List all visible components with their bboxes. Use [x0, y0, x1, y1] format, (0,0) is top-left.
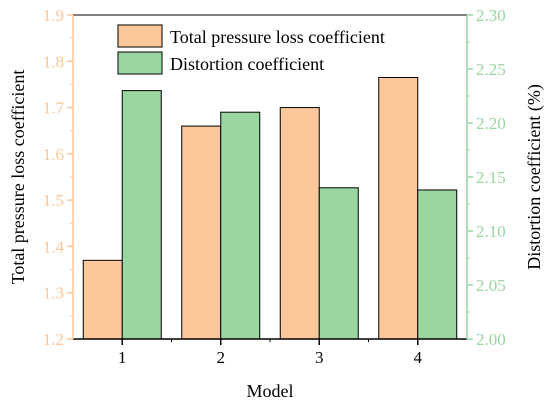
legend-swatch-distortion	[117, 51, 163, 75]
bar-total-pressure-loss-model-2	[181, 125, 222, 340]
right-y-axis-title: Distortion coefficient (%)	[524, 84, 545, 270]
bar-distortion-model-4	[417, 189, 458, 340]
legend-label-distortion: Distortion coefficient	[170, 54, 324, 74]
bar-total-pressure-loss-model-4	[378, 76, 419, 340]
x-tick-label: 3	[315, 348, 324, 367]
left-y-tick-label: 1.7	[43, 99, 65, 118]
legend-swatch-total-pressure-loss	[117, 24, 163, 48]
legend: Total pressure loss coefficient Distorti…	[117, 24, 385, 75]
bar-distortion-model-2	[220, 111, 261, 340]
x-tick-label: 4	[414, 348, 423, 367]
bar-distortion-model-3	[318, 187, 359, 340]
bar-distortion-model-1	[121, 90, 162, 340]
right-y-tick-label: 2.20	[476, 114, 506, 133]
left-y-tick-label: 1.6	[43, 145, 64, 164]
bar-total-pressure-loss-model-3	[279, 107, 320, 340]
right-y-tick-label: 2.15	[476, 168, 506, 187]
right-y-tick-label: 2.30	[476, 6, 506, 25]
left-y-tick-label: 1.4	[43, 237, 65, 256]
right-y-tick-label: 2.10	[476, 222, 506, 241]
left-y-tick-label: 1.3	[43, 284, 64, 303]
left-y-tick-label: 1.2	[43, 330, 64, 349]
x-ticks: 1 2 3 4	[118, 339, 423, 367]
left-y-tick-label: 1.5	[43, 191, 64, 210]
left-y-axis-title: Total pressure loss coefficient	[8, 70, 28, 285]
bar-total-pressure-loss-model-1	[82, 259, 123, 340]
left-y-tick-label: 1.8	[43, 52, 64, 71]
right-y-tick-label: 2.00	[476, 330, 506, 349]
x-axis-title: Model	[247, 381, 294, 401]
right-y-tick-label: 2.05	[476, 276, 506, 295]
bars-layer	[82, 76, 458, 340]
legend-label-total-pressure-loss: Total pressure loss coefficient	[170, 27, 385, 47]
left-y-ticks: 1.2 1.3 1.4 1.5 1.6 1.7 1.8 1.9	[43, 6, 73, 349]
left-y-tick-label: 1.9	[43, 6, 64, 25]
x-tick-label: 2	[217, 348, 226, 367]
right-y-tick-label: 2.25	[476, 60, 506, 79]
x-tick-label: 1	[118, 348, 127, 367]
right-y-ticks: 2.00 2.05 2.10 2.15 2.20 2.25 2.30	[467, 6, 506, 349]
